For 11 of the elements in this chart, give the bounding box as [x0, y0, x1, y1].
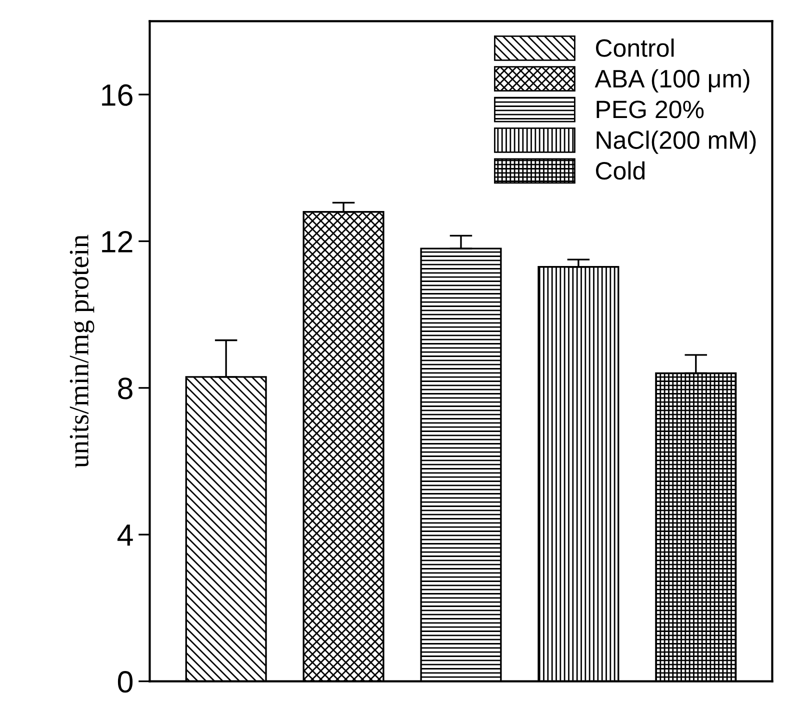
legend-label: NaCl(200 mM) [596, 130, 756, 154]
y-tick-label: 4 [117, 524, 133, 546]
legend-label: PEG 20% [596, 100, 704, 118]
legend-label: Control [596, 38, 674, 57]
y-tick-label: 8 [118, 378, 132, 400]
y-tick-label: 0 [118, 671, 133, 693]
y-tick-label: 12 [102, 230, 132, 252]
y-axis-title: units/min/mg protein [70, 234, 94, 468]
y-tick-label: 16 [102, 84, 132, 106]
legend-label: Cold [596, 161, 645, 180]
legend-label: ABA (100 μm) [594, 69, 750, 93]
